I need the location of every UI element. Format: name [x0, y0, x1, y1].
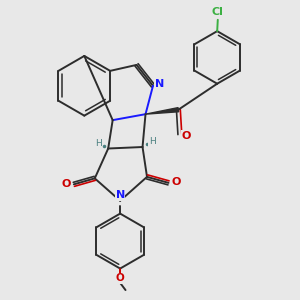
Text: O: O [62, 179, 71, 189]
Polygon shape [146, 108, 179, 114]
Text: H: H [149, 137, 155, 146]
Text: N: N [155, 79, 164, 89]
Text: O: O [116, 273, 124, 284]
Text: O: O [182, 131, 191, 141]
Text: O: O [171, 177, 181, 187]
Text: N: N [116, 190, 125, 200]
Text: Cl: Cl [212, 7, 224, 17]
Text: H: H [95, 139, 102, 148]
